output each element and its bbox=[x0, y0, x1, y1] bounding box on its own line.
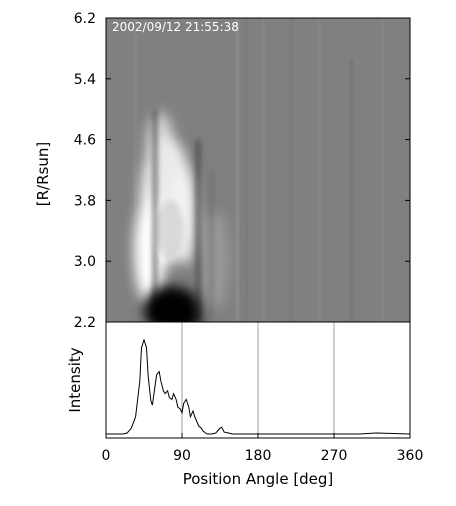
heatmap-panel: 2002/09/12 21:55:38 2.2 3.0 3.8 4.6 5.4 6.2 [… bbox=[34, 11, 411, 331]
x-tick-label: 180 bbox=[245, 448, 272, 464]
y-tick-label: 2.2 bbox=[74, 315, 96, 331]
x-tick-label: 270 bbox=[321, 448, 348, 464]
heatmap-image bbox=[106, 18, 410, 322]
grid-lines bbox=[181, 322, 335, 438]
x-axis-ticks: 0 90 180 270 360 bbox=[102, 433, 424, 464]
intensity-profile-panel: 0 90 180 270 360 Intensity Position Angle [d… bbox=[66, 321, 424, 488]
x-tick-label: 0 bbox=[102, 448, 111, 464]
x-tick-label: 90 bbox=[173, 448, 191, 464]
x-axis-label: Position Angle [deg] bbox=[183, 470, 334, 488]
y-tick-label: 3.8 bbox=[74, 193, 96, 209]
x-tick-label: 360 bbox=[397, 448, 424, 464]
profile-y-axis-label: Intensity bbox=[66, 347, 84, 412]
y-tick-label: 3.0 bbox=[74, 254, 96, 270]
y-tick-label: 6.2 bbox=[74, 11, 96, 27]
y-tick-label: 5.4 bbox=[74, 72, 96, 88]
heatmap-y-axis-label: [R/Rsun] bbox=[34, 142, 52, 206]
timestamp-label: 2002/09/12 21:55:38 bbox=[112, 20, 239, 34]
y-tick-label: 4.6 bbox=[74, 133, 96, 149]
heatmap-y-ticks: 2.2 3.0 3.8 4.6 5.4 6.2 bbox=[74, 11, 410, 331]
intensity-profile-line bbox=[106, 338, 410, 435]
